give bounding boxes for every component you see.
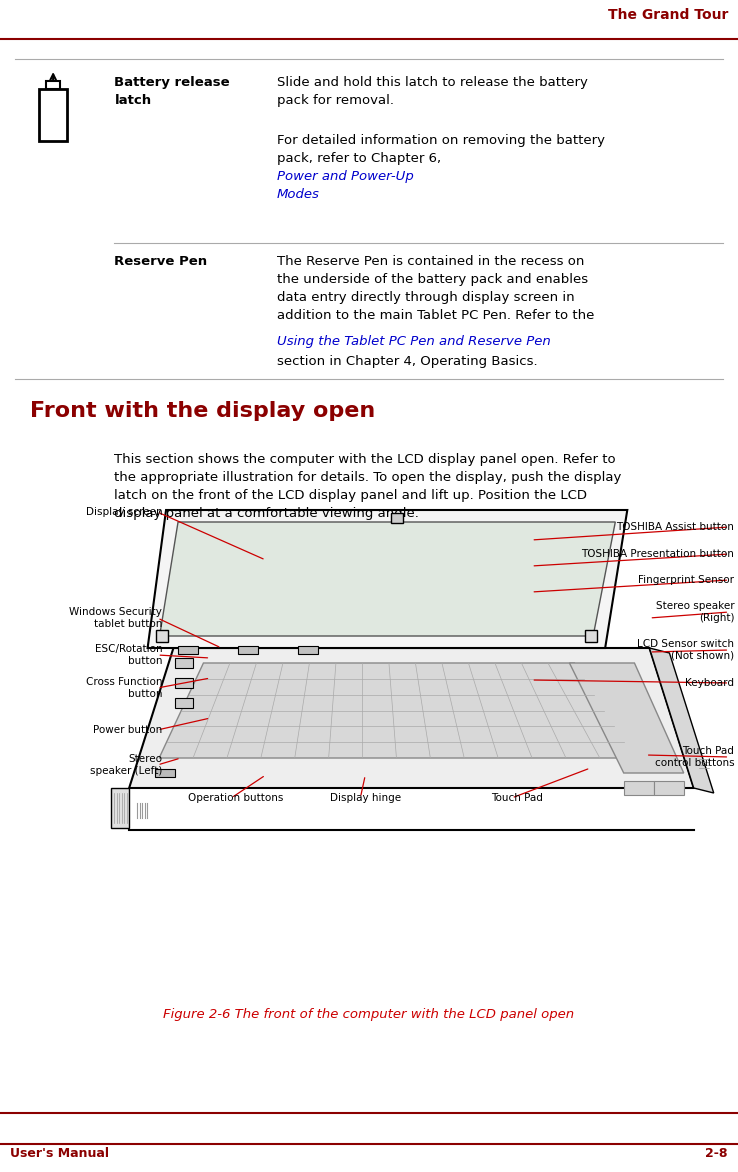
Text: Front with the display open: Front with the display open <box>30 401 375 421</box>
Bar <box>156 631 168 642</box>
Polygon shape <box>159 522 615 636</box>
Polygon shape <box>649 648 714 793</box>
Text: Stereo speaker
(Right): Stereo speaker (Right) <box>655 601 734 622</box>
Bar <box>155 769 175 777</box>
Text: LCD Sensor switch
(Not shown): LCD Sensor switch (Not shown) <box>638 639 734 661</box>
Bar <box>297 646 317 654</box>
Text: .: . <box>418 154 423 166</box>
Text: Reserve Pen: Reserve Pen <box>114 254 207 267</box>
Polygon shape <box>148 510 627 648</box>
Bar <box>390 513 403 523</box>
Text: Battery release
latch: Battery release latch <box>114 76 230 107</box>
Text: Fingerprint Sensor: Fingerprint Sensor <box>638 575 734 585</box>
Bar <box>176 677 193 688</box>
Text: The Reserve Pen is contained in the recess on
the underside of the battery pack : The Reserve Pen is contained in the rece… <box>277 254 594 321</box>
Polygon shape <box>654 781 683 795</box>
Text: Display hinge: Display hinge <box>330 793 401 803</box>
Text: Display screen: Display screen <box>86 507 162 517</box>
Text: 2-8: 2-8 <box>706 1147 728 1160</box>
Text: For detailed information on removing the battery
pack, refer to Chapter 6,: For detailed information on removing the… <box>277 134 604 165</box>
Text: Using the Tablet PC Pen and Reserve Pen: Using the Tablet PC Pen and Reserve Pen <box>277 334 551 348</box>
Bar <box>238 646 258 654</box>
Text: Cross Function
button: Cross Function button <box>86 677 162 699</box>
Text: Figure 2-6 The front of the computer with the LCD panel open: Figure 2-6 The front of the computer wit… <box>163 1008 575 1021</box>
Text: User's Manual: User's Manual <box>10 1147 109 1160</box>
Text: Slide and hold this latch to release the battery
pack for removal.: Slide and hold this latch to release the… <box>277 76 587 107</box>
Polygon shape <box>111 788 129 827</box>
Polygon shape <box>159 663 634 758</box>
Text: Power and Power-Up
Modes: Power and Power-Up Modes <box>277 170 413 202</box>
Text: This section shows the computer with the LCD display panel open. Refer to
the ap: This section shows the computer with the… <box>114 452 621 519</box>
Text: Stereo
speaker (Left): Stereo speaker (Left) <box>90 755 162 776</box>
Text: TOSHIBA Assist button: TOSHIBA Assist button <box>616 522 734 532</box>
Text: Windows Security
tablet button: Windows Security tablet button <box>69 607 162 629</box>
Polygon shape <box>129 648 694 788</box>
Bar <box>176 699 193 708</box>
Text: Touch Pad
control buttons: Touch Pad control buttons <box>655 747 734 768</box>
Polygon shape <box>624 781 654 795</box>
Bar <box>46 81 60 89</box>
Bar <box>585 631 597 642</box>
Text: section in Chapter 4, Operating Basics.: section in Chapter 4, Operating Basics. <box>277 355 537 368</box>
Text: Touch Pad: Touch Pad <box>491 793 542 803</box>
Text: ESC/Rotation
button: ESC/Rotation button <box>94 645 162 666</box>
Text: TOSHIBA Presentation button: TOSHIBA Presentation button <box>582 548 734 559</box>
Text: Power button: Power button <box>93 725 162 735</box>
Text: Operation buttons: Operation buttons <box>188 793 284 803</box>
Bar <box>178 646 198 654</box>
Bar <box>176 657 193 668</box>
Text: The Grand Tour: The Grand Tour <box>607 8 728 22</box>
Polygon shape <box>570 663 683 774</box>
Bar <box>39 89 67 141</box>
Text: Keyboard: Keyboard <box>686 677 734 688</box>
